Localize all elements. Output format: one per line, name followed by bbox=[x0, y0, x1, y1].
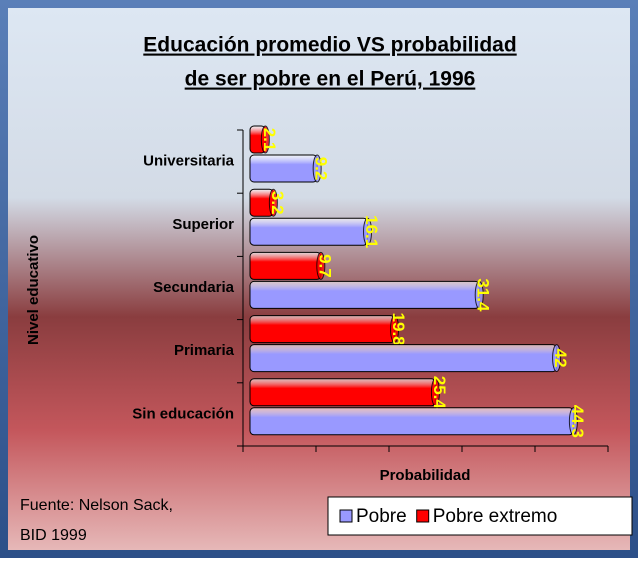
legend-swatch bbox=[416, 509, 430, 523]
bar-cap bbox=[260, 125, 270, 154]
legend-swatch bbox=[339, 509, 353, 523]
y-tick-label: Superior bbox=[172, 216, 234, 233]
value-label: 9.2 bbox=[312, 157, 331, 181]
value-label: 42 bbox=[551, 349, 570, 368]
value-label: 2.1 bbox=[260, 128, 279, 152]
bar-cap bbox=[552, 344, 562, 373]
bar-cap bbox=[568, 407, 578, 436]
value-label: 3.2 bbox=[268, 191, 287, 215]
bar-cap bbox=[316, 251, 326, 280]
legend-label: Pobre extremo bbox=[433, 506, 558, 527]
bar bbox=[249, 154, 318, 183]
y-tick-label: Primaria bbox=[174, 342, 235, 359]
value-label: 44.3 bbox=[568, 405, 587, 438]
bar bbox=[249, 344, 558, 373]
value-label: 25.4 bbox=[430, 376, 449, 410]
legend-label: Pobre bbox=[356, 506, 407, 527]
bar bbox=[249, 280, 480, 309]
bar bbox=[249, 407, 574, 436]
source: BID 1999 bbox=[20, 527, 87, 544]
chart-title: Educación promedio VS probabilidad bbox=[143, 34, 516, 57]
bar bbox=[249, 378, 436, 407]
x-axis-label: Probabilidad bbox=[380, 467, 471, 484]
bar bbox=[249, 251, 322, 280]
chart-title: de ser pobre en el Perú, 1996 bbox=[185, 68, 476, 91]
bar-cap bbox=[268, 188, 278, 217]
value-label: 31.4 bbox=[474, 278, 493, 312]
value-label: 9.7 bbox=[315, 254, 334, 278]
y-axis-label: Nivel educativo bbox=[25, 235, 42, 345]
bar bbox=[249, 315, 396, 344]
y-tick-label: Universitaria bbox=[143, 153, 235, 170]
value-label: 19.8 bbox=[389, 313, 408, 346]
bar-cap bbox=[430, 378, 440, 407]
value-label: 16.1 bbox=[362, 215, 381, 248]
legend bbox=[327, 496, 633, 536]
bar-cap bbox=[390, 315, 400, 344]
bar-cap bbox=[312, 154, 322, 183]
bar-cap bbox=[474, 280, 484, 309]
y-tick-label: Sin educación bbox=[132, 405, 234, 422]
source: Fuente: Nelson Sack, bbox=[20, 497, 173, 514]
y-tick-label: Secundaria bbox=[153, 279, 235, 296]
bar-cap bbox=[363, 217, 373, 246]
bar bbox=[249, 217, 369, 246]
